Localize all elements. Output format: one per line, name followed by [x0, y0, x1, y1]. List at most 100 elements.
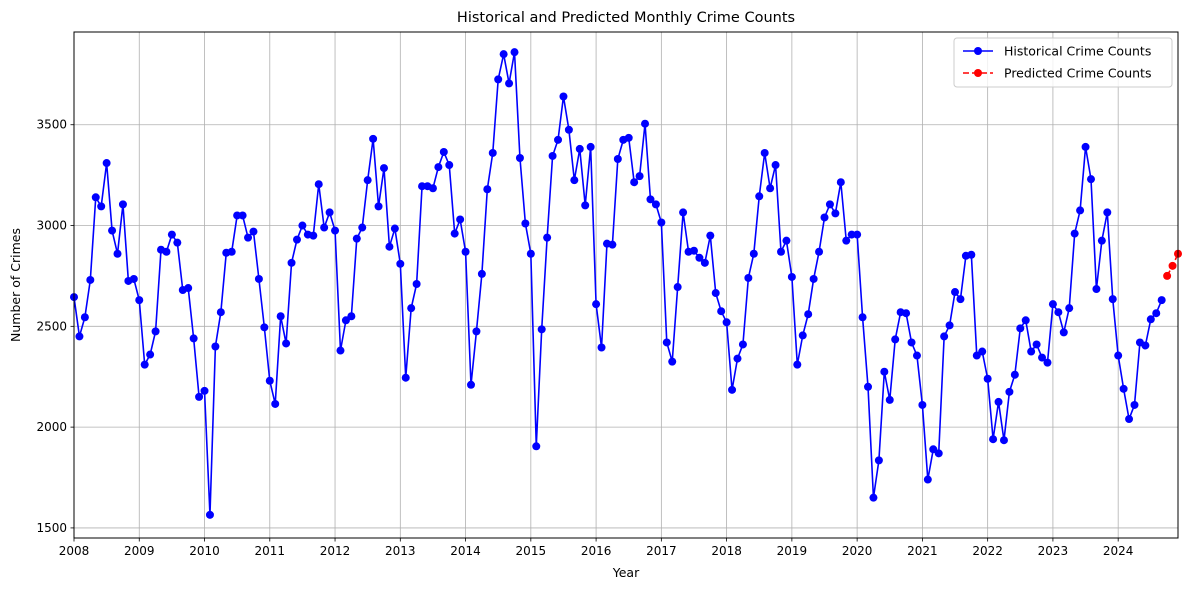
historical-point	[1070, 229, 1079, 238]
historical-point	[363, 176, 372, 185]
historical-point	[412, 279, 421, 288]
historical-point	[575, 144, 584, 153]
historical-point	[733, 354, 742, 363]
historical-point	[265, 376, 274, 385]
historical-point	[287, 258, 296, 267]
historical-point	[858, 313, 867, 322]
historical-point	[597, 343, 606, 352]
historical-point	[695, 253, 704, 262]
historical-point	[1054, 308, 1063, 317]
historical-point	[483, 185, 492, 194]
historical-point	[564, 125, 573, 134]
historical-point	[505, 79, 514, 88]
historical-point	[282, 339, 291, 348]
historical-point	[869, 493, 878, 502]
legend: Historical Crime Counts Predicted Crime …	[953, 37, 1173, 88]
tick-layer: 2008 2009 2010 2011 2012 2013 2014 2015 2016 2017…	[36, 118, 1133, 558]
historical-point	[1027, 347, 1036, 356]
historical-point	[320, 223, 329, 232]
historical-point	[1048, 300, 1057, 309]
historical-point	[706, 231, 715, 240]
historical-point	[162, 247, 171, 256]
historical-point	[195, 392, 204, 401]
historical-point	[331, 226, 340, 235]
historical-point	[777, 247, 785, 256]
historical-point	[91, 193, 100, 202]
historical-point	[1065, 304, 1074, 313]
historical-point	[581, 201, 590, 210]
predicted-point	[1163, 271, 1172, 280]
historical-point	[347, 312, 356, 321]
historical-point	[1108, 295, 1117, 304]
grid-layer	[73, 32, 1178, 538]
historical-point	[989, 435, 998, 444]
historical-point	[80, 313, 89, 322]
historical-point	[472, 327, 481, 336]
historical-point	[744, 273, 753, 282]
historical-point	[205, 510, 214, 519]
historical-point	[358, 223, 367, 232]
historical-point	[407, 304, 416, 313]
historical-point	[1010, 370, 1019, 379]
y-tick-label: 2000	[36, 420, 67, 434]
historical-point	[760, 148, 769, 157]
historical-point	[254, 274, 263, 283]
historical-point	[820, 213, 829, 222]
historical-point	[738, 340, 747, 349]
historical-point	[641, 119, 650, 128]
historical-point	[189, 334, 198, 343]
historical-point	[1076, 206, 1085, 215]
historical-point	[260, 323, 269, 332]
historical-point	[842, 236, 851, 245]
historical-point	[1119, 384, 1128, 393]
historical-point	[722, 318, 731, 327]
historical-point	[755, 192, 764, 201]
historical-point	[135, 296, 144, 305]
historical-point	[717, 307, 726, 316]
historical-point	[559, 92, 568, 101]
historical-point	[249, 227, 258, 236]
x-tick-label: 2024	[1103, 544, 1134, 558]
historical-point	[978, 347, 987, 356]
y-axis-label: Number of Crimes	[8, 228, 23, 342]
x-tick-label: 2013	[385, 544, 416, 558]
historical-point	[586, 142, 595, 151]
historical-point	[662, 338, 671, 347]
x-tick-label: 2020	[842, 544, 873, 558]
historical-point	[434, 163, 443, 172]
historical-point	[853, 230, 862, 239]
historical-point	[309, 231, 318, 240]
historical-point	[1016, 324, 1025, 333]
historical-point	[1125, 415, 1134, 424]
historical-point	[864, 382, 873, 391]
historical-point	[1114, 351, 1123, 360]
historical-point	[216, 308, 225, 317]
historical-point	[401, 373, 410, 382]
historical-point	[554, 135, 563, 144]
historical-point	[184, 284, 193, 293]
historical-point	[1097, 236, 1106, 245]
historical-point	[994, 397, 1003, 406]
historical-point	[1032, 340, 1041, 349]
historical-point	[689, 246, 698, 255]
historical-point	[314, 180, 323, 189]
historical-point	[700, 258, 709, 267]
x-tick-label: 2017	[646, 544, 677, 558]
historical-point	[1021, 316, 1030, 325]
historical-point	[173, 238, 182, 247]
series-layer	[70, 48, 1182, 519]
historical-point	[711, 289, 720, 298]
historical-point	[657, 218, 666, 227]
historical-point	[86, 275, 95, 284]
historical-point	[379, 164, 388, 173]
y-tick-label: 1500	[36, 521, 67, 535]
historical-point	[244, 233, 253, 242]
historical-point	[439, 147, 448, 156]
historical-point	[227, 247, 236, 256]
y-tick-label: 2500	[36, 319, 67, 333]
historical-point	[352, 234, 361, 243]
historical-point	[771, 161, 780, 170]
historical-point	[450, 229, 459, 238]
x-axis-label: Year	[612, 565, 640, 580]
